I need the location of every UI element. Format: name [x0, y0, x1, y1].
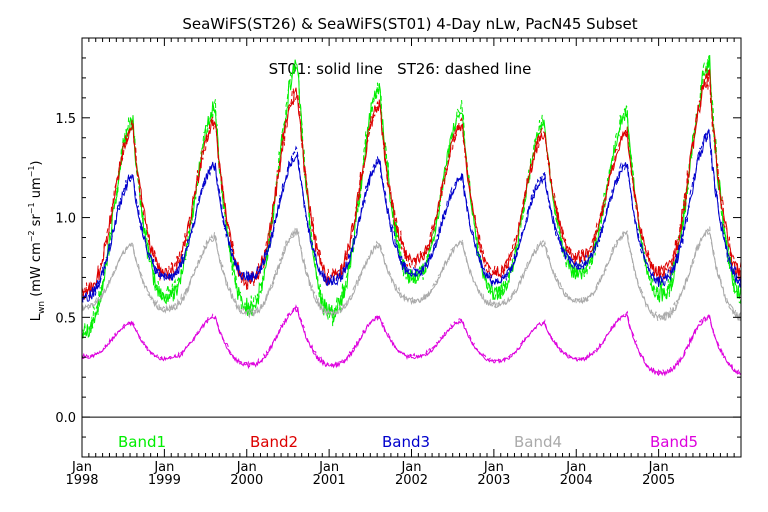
- x-tick-year: 2003: [477, 473, 510, 488]
- y-label-unit-close: ): [29, 160, 44, 165]
- band-labels: Band1 Band2 Band3 Band4 Band5: [118, 433, 698, 451]
- x-tick-year: 2005: [642, 473, 675, 488]
- band-label-band5: Band5: [650, 433, 698, 451]
- band-label-band3: Band3: [382, 433, 430, 451]
- y-label-sub: wn: [37, 301, 47, 314]
- axes-layer: 0.00.51.01.5Jan1998Jan1999Jan2000Jan2001…: [55, 37, 742, 488]
- y-label-exp2: −1: [27, 202, 36, 214]
- chart-title: SeaWiFS(ST26) & SeaWiFS(ST01) 4-Day nLw,…: [182, 15, 637, 33]
- x-tick-year: 2000: [230, 473, 263, 488]
- y-label-exp1: −2: [27, 230, 36, 242]
- x-tick-month: Jan: [153, 460, 174, 475]
- series-line-band4-dashed: [81, 226, 742, 321]
- series-layer: [81, 54, 742, 377]
- band-label-band4: Band4: [514, 433, 562, 451]
- x-tick-month: Jan: [565, 460, 586, 475]
- y-label-unit-open: (mW cm: [29, 242, 44, 301]
- y-label-exp3: −1: [27, 166, 36, 178]
- y-tick-label: 0.5: [55, 311, 76, 326]
- y-label-main: L: [29, 313, 44, 321]
- x-tick-month: Jan: [483, 460, 504, 475]
- y-axis-label: Lwn (mW cm−2 sr−1 um−1): [27, 140, 47, 350]
- band-label-band2: Band2: [250, 433, 298, 451]
- series-line-band2-dashed: [81, 68, 742, 298]
- x-tick-month: Jan: [648, 460, 669, 475]
- y-tick-label: 1.0: [55, 212, 76, 227]
- x-tick-year: 1998: [65, 473, 98, 488]
- series-line-band5-dashed: [81, 304, 742, 376]
- series-line-band3-dashed: [81, 128, 742, 303]
- x-tick-year: 2004: [560, 473, 593, 488]
- y-label-unit-mid: sr: [29, 214, 44, 231]
- y-tick-label: 1.5: [55, 112, 76, 127]
- series-line-band1-dashed: [81, 55, 742, 339]
- y-label-unit-mid2: um: [29, 177, 44, 202]
- y-tick-label: 0.0: [55, 411, 76, 426]
- x-tick-month: Jan: [236, 460, 257, 475]
- band-label-band1: Band1: [118, 433, 166, 451]
- x-tick-year: 2001: [313, 473, 346, 488]
- x-tick-month: Jan: [71, 460, 92, 475]
- series-line-band5-solid: [81, 306, 742, 377]
- chart-subtitle: ST01: solid line ST26: dashed line: [269, 60, 532, 78]
- x-tick-month: Jan: [400, 460, 421, 475]
- x-tick-month: Jan: [318, 460, 339, 475]
- svg-text:Lwn (mW cm−2 sr−1 um−1): Lwn (mW cm−2 sr−1 um−1): [27, 140, 47, 350]
- series-line-band3-solid: [81, 129, 742, 302]
- x-tick-year: 1999: [148, 473, 181, 488]
- x-tick-year: 2002: [395, 473, 428, 488]
